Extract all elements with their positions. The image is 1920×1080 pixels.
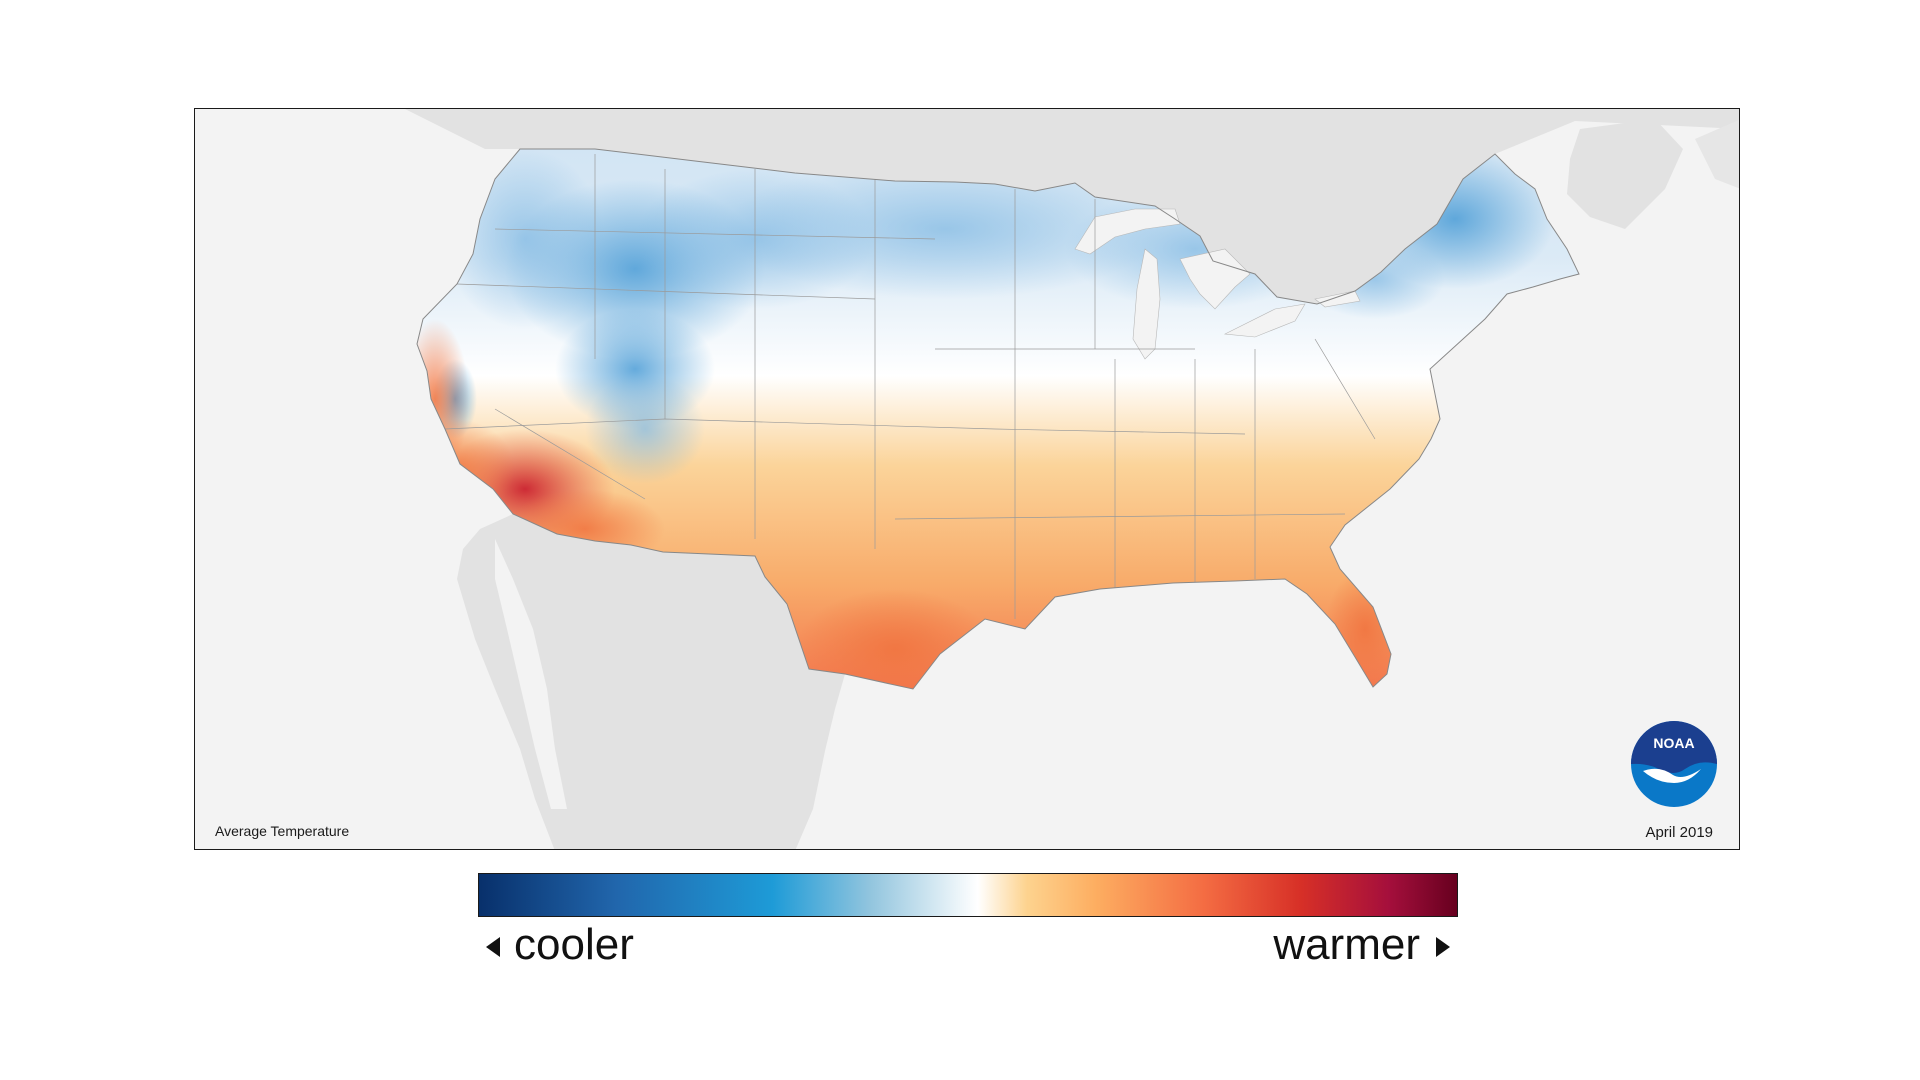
contiguous-us-temperature xyxy=(417,149,1579,689)
canada-landmass xyxy=(405,109,1739,304)
noaa-logo: NOAA xyxy=(1629,719,1719,809)
right-arrow-icon xyxy=(1436,937,1450,958)
baja-gap xyxy=(495,539,567,809)
nova-scotia-landmass xyxy=(1567,119,1683,229)
noaa-logo-top xyxy=(1631,721,1717,773)
legend-cooler: cooler xyxy=(486,918,634,972)
state-boundaries xyxy=(444,154,1376,619)
map-date: April 2019 xyxy=(1645,824,1713,841)
legend-warmer: warmer xyxy=(1273,918,1450,972)
us-temperature-map xyxy=(405,109,1739,849)
temperature-color-scale xyxy=(478,873,1458,917)
noaa-logo-gull xyxy=(1643,768,1701,783)
map-frame: NOAA Average Temperature April 2019 xyxy=(194,108,1740,850)
legend-cooler-label: cooler xyxy=(514,920,634,969)
left-arrow-icon xyxy=(486,937,500,958)
legend-warmer-label: warmer xyxy=(1273,920,1420,969)
great-lakes xyxy=(1074,208,1361,360)
map-title: Average Temperature xyxy=(215,823,350,839)
noaa-logo-text: NOAA xyxy=(1653,735,1694,751)
newfoundland-landmass xyxy=(1695,119,1739,189)
